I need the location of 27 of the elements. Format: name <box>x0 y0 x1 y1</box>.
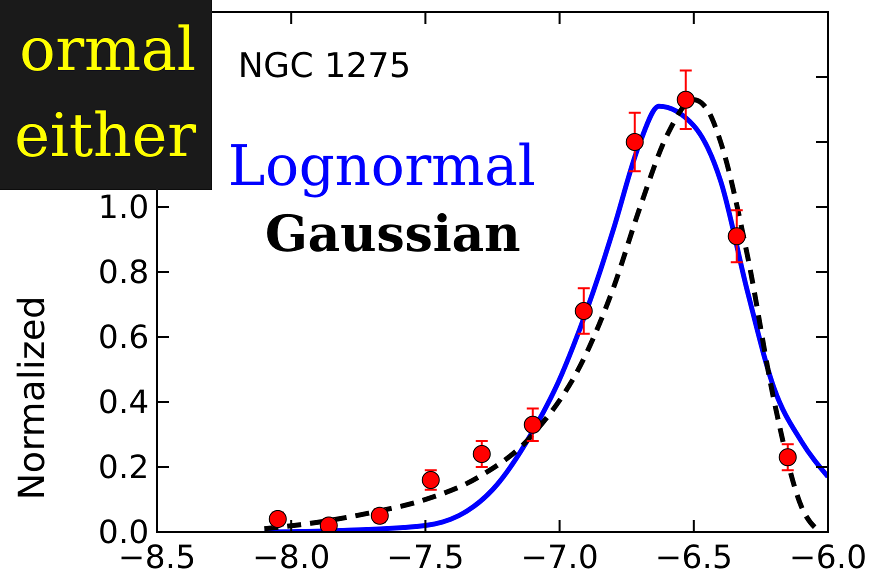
y-tick-label: 1.0 <box>98 188 149 226</box>
x-tick-label: −7.0 <box>520 538 598 576</box>
x-tick-label: −7.5 <box>386 538 464 576</box>
point <box>524 416 542 434</box>
x-tick-label: −8.0 <box>252 538 330 576</box>
point <box>676 90 695 109</box>
series-label: Gaussian <box>265 204 520 263</box>
annotation: ormal <box>19 15 196 85</box>
point <box>320 516 338 532</box>
y-tick-label: 0.8 <box>98 253 149 291</box>
annotation: either <box>14 101 196 171</box>
caption-panel: ormal either <box>0 0 212 190</box>
point <box>268 510 287 528</box>
point <box>778 448 797 466</box>
point <box>626 133 644 151</box>
point <box>728 227 746 246</box>
x-tick-label: −6.0 <box>789 538 867 576</box>
y-axis-title: Normalized <box>12 296 53 500</box>
annotation: NGC 1275 <box>238 46 411 86</box>
point <box>472 445 491 463</box>
point <box>370 506 389 525</box>
y-tick-label: 0.4 <box>98 383 149 421</box>
point <box>574 302 593 320</box>
y-tick-label: 0.6 <box>98 318 149 356</box>
series-label: Lognormal <box>228 134 536 199</box>
y-tick-label: 0.2 <box>98 448 149 486</box>
x-tick-label: −6.5 <box>654 538 733 576</box>
